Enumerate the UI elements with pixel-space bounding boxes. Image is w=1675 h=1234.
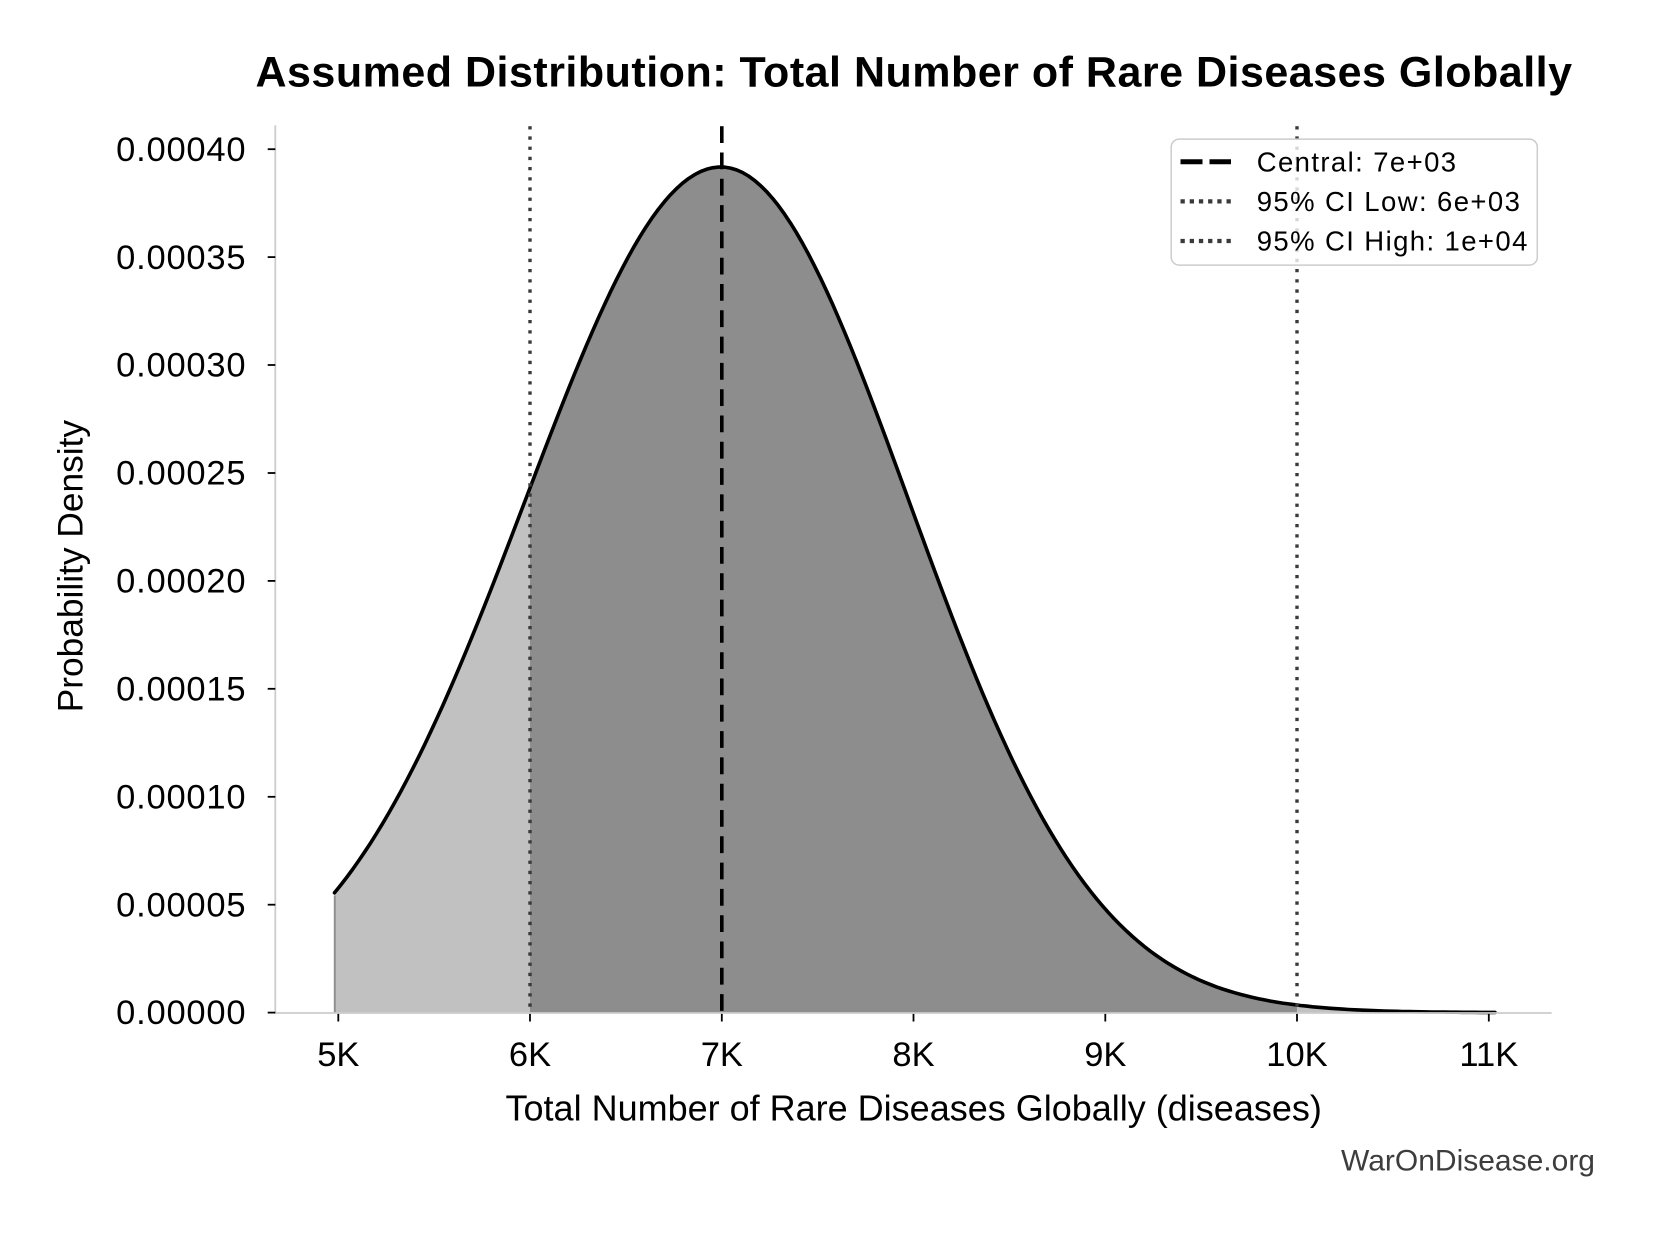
svg-text:0.00030: 0.00030 xyxy=(116,347,246,385)
svg-text:95% CI High: 1e+04: 95% CI High: 1e+04 xyxy=(1257,226,1529,257)
svg-text:0.00010: 0.00010 xyxy=(116,778,246,816)
svg-text:0.00000: 0.00000 xyxy=(116,994,246,1032)
svg-text:8K: 8K xyxy=(892,1036,934,1074)
svg-text:9K: 9K xyxy=(1084,1036,1126,1074)
svg-text:95% CI Low: 6e+03: 95% CI Low: 6e+03 xyxy=(1257,186,1522,217)
svg-text:0.00005: 0.00005 xyxy=(116,886,246,924)
svg-text:7K: 7K xyxy=(701,1036,743,1074)
svg-text:Central: 7e+03: Central: 7e+03 xyxy=(1257,146,1458,177)
svg-text:0.00025: 0.00025 xyxy=(116,455,246,493)
svg-text:WarOnDisease.org: WarOnDisease.org xyxy=(1341,1145,1595,1178)
svg-text:Assumed Distribution: Total Nu: Assumed Distribution: Total Number of Ra… xyxy=(255,49,1572,97)
svg-text:Probability Density: Probability Density xyxy=(52,420,91,713)
svg-text:5K: 5K xyxy=(317,1036,359,1074)
svg-text:0.00015: 0.00015 xyxy=(116,671,246,709)
svg-text:0.00040: 0.00040 xyxy=(116,131,246,169)
svg-text:Total Number of Rare Diseases: Total Number of Rare Diseases Globally (… xyxy=(506,1088,1322,1129)
svg-text:11K: 11K xyxy=(1459,1036,1518,1074)
svg-text:10K: 10K xyxy=(1266,1036,1327,1074)
svg-text:6K: 6K xyxy=(509,1036,551,1074)
svg-text:0.00035: 0.00035 xyxy=(116,239,246,277)
svg-text:0.00020: 0.00020 xyxy=(116,563,246,601)
